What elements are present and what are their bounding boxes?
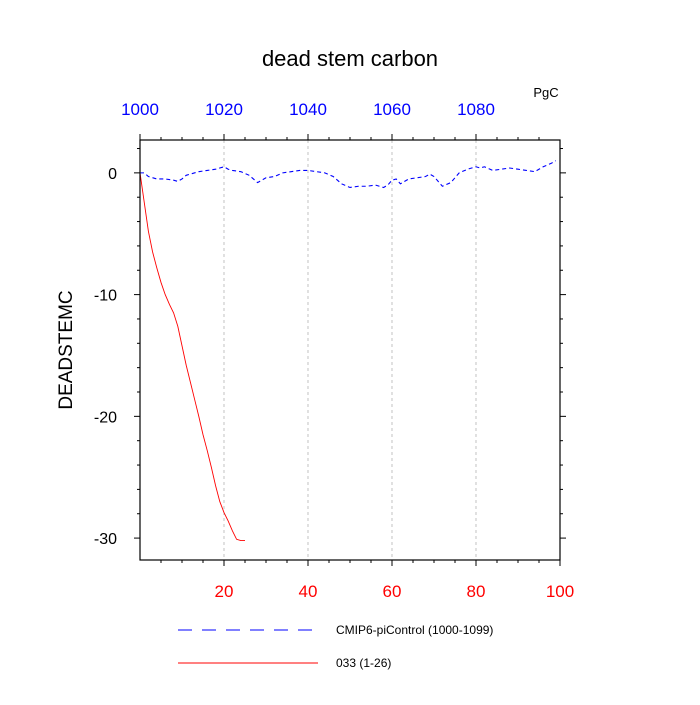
y-axis-label: DEADSTEMC bbox=[56, 290, 77, 409]
x-tick-label-bottom: 80 bbox=[467, 582, 486, 601]
series-line-0 bbox=[140, 160, 557, 189]
x-tick-label-top: 1040 bbox=[289, 100, 327, 119]
y-tick-label: -10 bbox=[94, 288, 117, 305]
x-tick-label-top: 1000 bbox=[121, 100, 159, 119]
grid-lines bbox=[223, 140, 477, 560]
axes: 0 -10 -20 -30 20 40 60 80 100 1000 1020 1040 1060 108… bbox=[94, 100, 574, 601]
y-tick-label: 0 bbox=[108, 166, 117, 183]
x-tick-label-bottom: 40 bbox=[299, 582, 318, 601]
plot-frame bbox=[139, 139, 561, 561]
y-tick-label: -20 bbox=[94, 409, 117, 426]
x-tick-label-bottom: 60 bbox=[383, 582, 402, 601]
x-tick-label-bottom: 100 bbox=[546, 582, 574, 601]
x-tick-label-top: 1060 bbox=[373, 100, 411, 119]
chart-title: dead stem carbon bbox=[262, 46, 438, 71]
x-tick-label-top: 1080 bbox=[457, 100, 495, 119]
units-label: PgC bbox=[533, 85, 558, 100]
series-lines bbox=[139, 160, 557, 541]
series-line-1 bbox=[139, 172, 245, 541]
x-tick-label-top: 1020 bbox=[205, 100, 243, 119]
legend-label-033: 033 (1-26) bbox=[336, 656, 391, 670]
legend-label-cmip6: CMIP6-piControl (1000-1099) bbox=[336, 623, 493, 637]
x-tick-label-bottom: 20 bbox=[215, 582, 234, 601]
y-tick-label: -30 bbox=[94, 531, 117, 548]
legend: CMIP6-piControl (1000-1099) 033 (1-26) bbox=[178, 623, 493, 670]
